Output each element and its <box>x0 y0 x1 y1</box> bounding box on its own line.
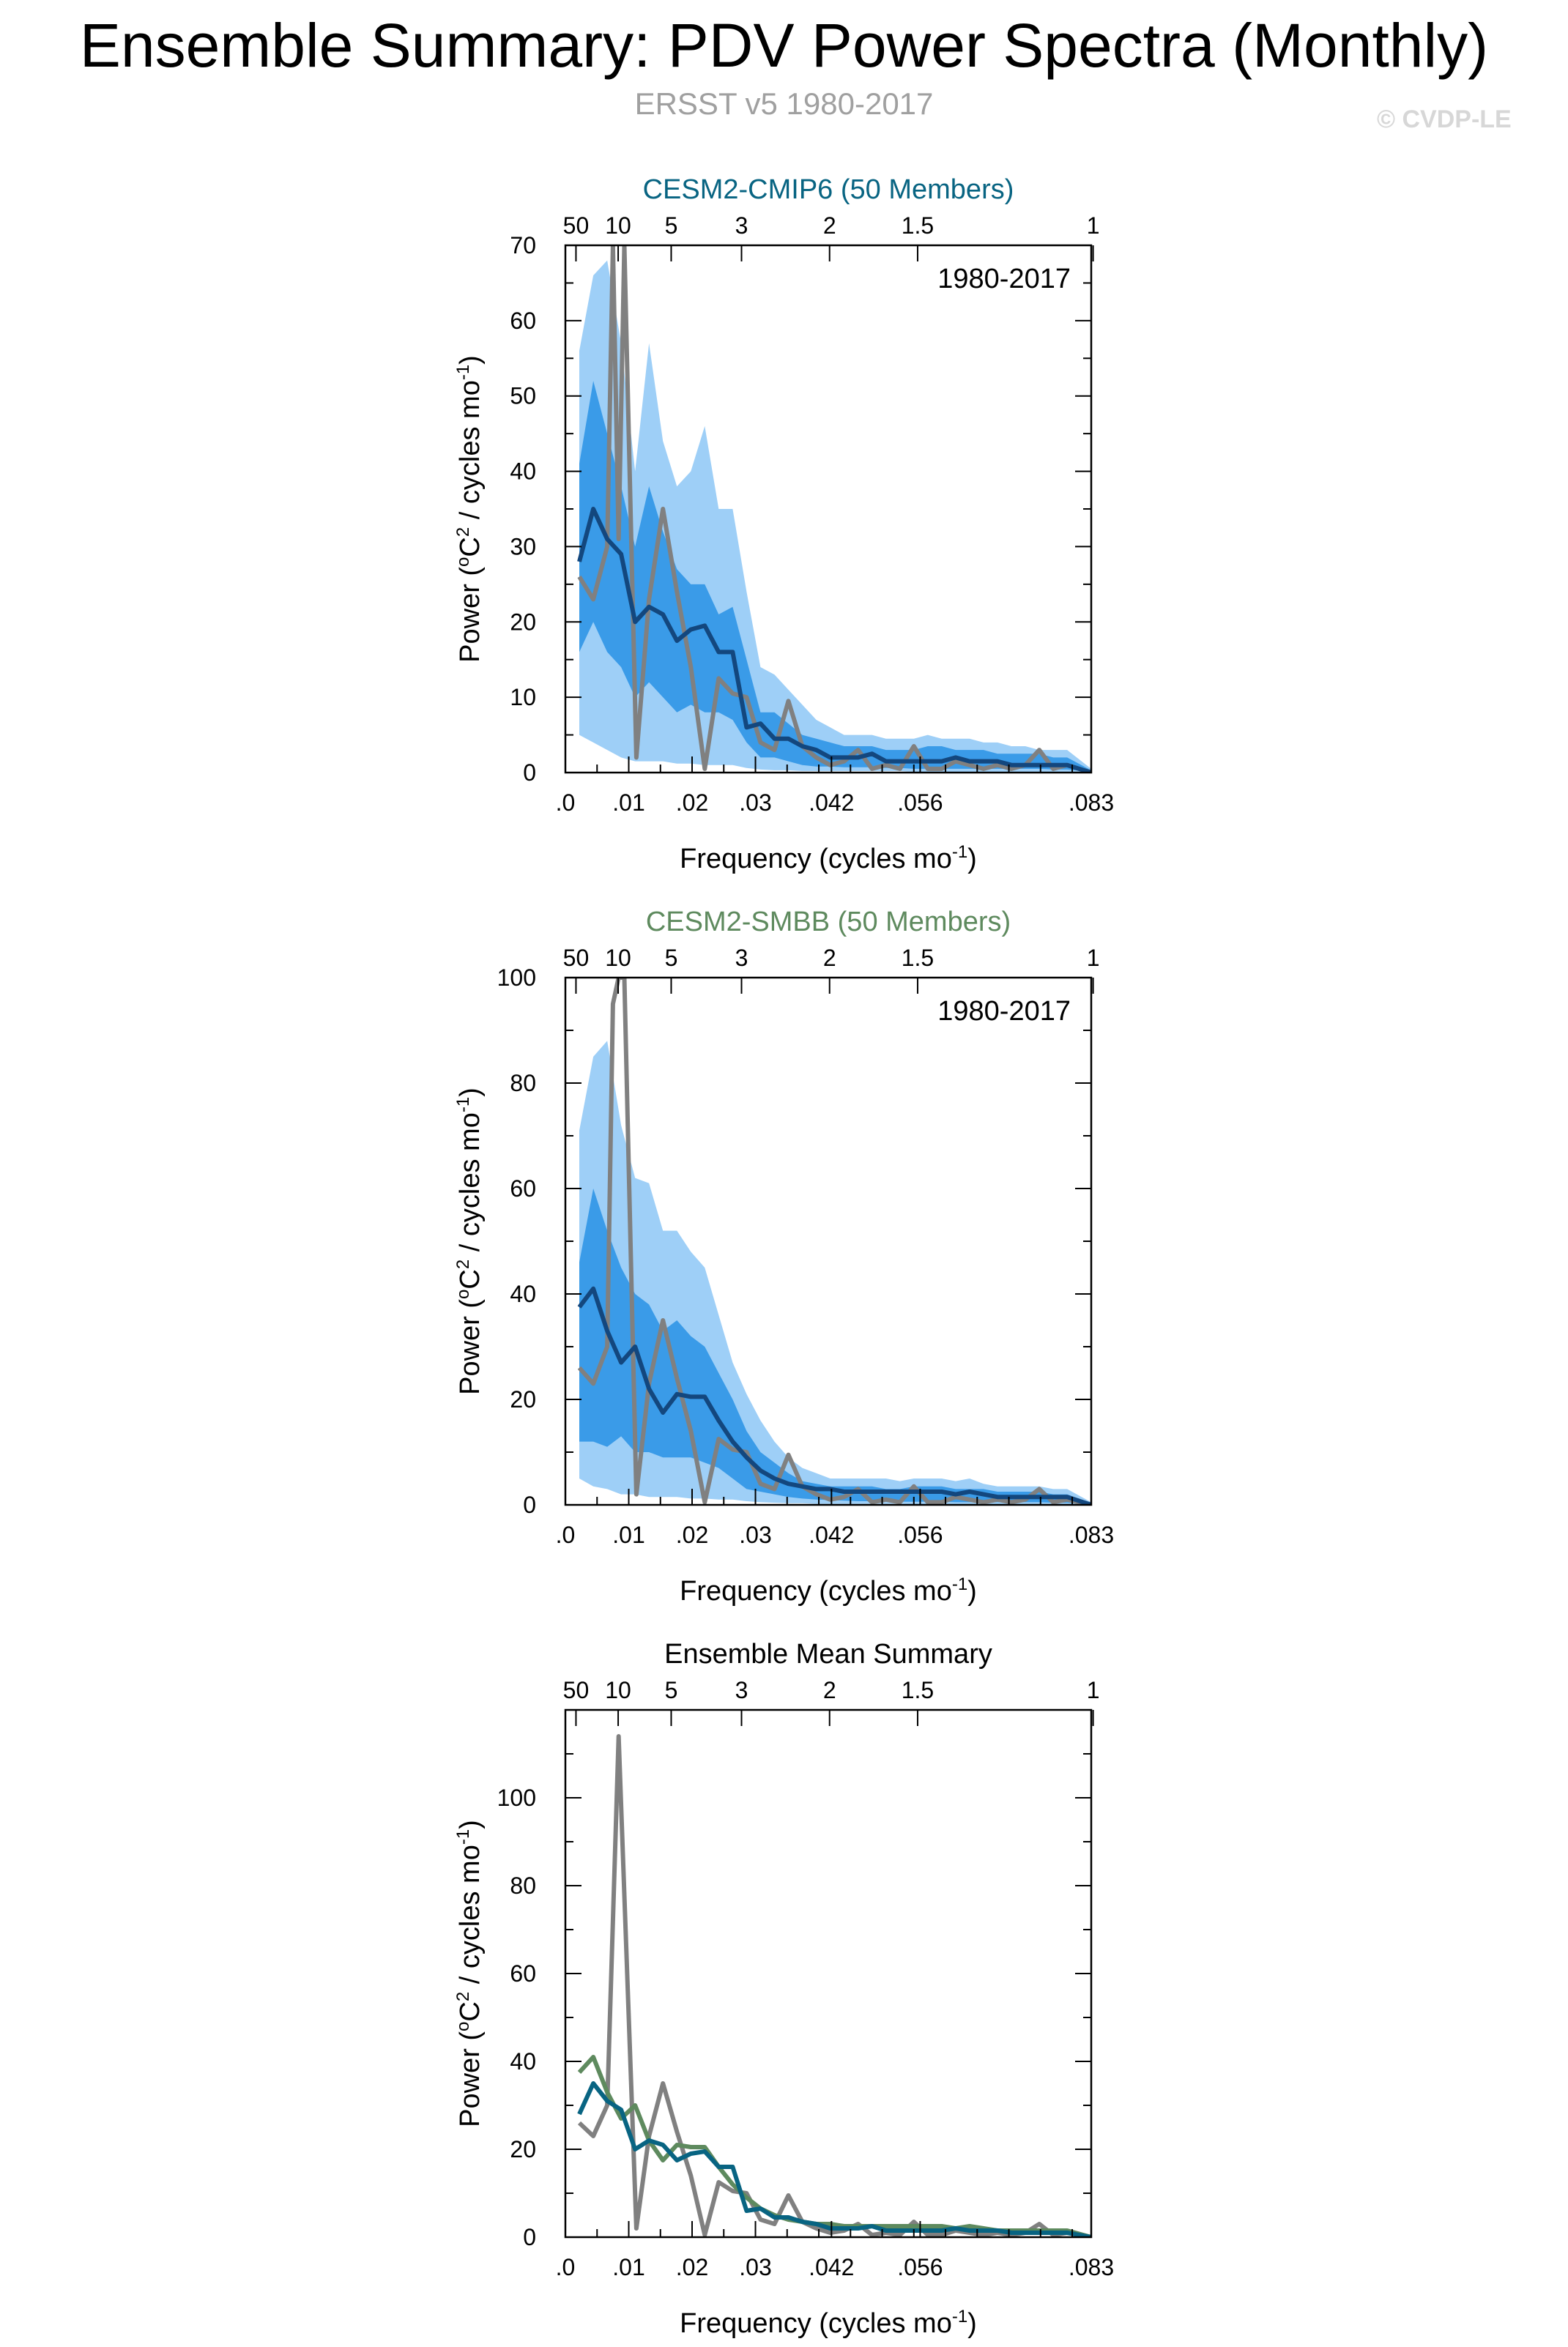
y-tick-label: 80 <box>510 1872 536 1899</box>
y-tick-label: 20 <box>510 1386 536 1413</box>
y-tick-label: 0 <box>523 759 536 786</box>
chart-panel-1: 0 10 20 30 40 50 60 70 .0 .01 .02 .03 .042 .056 .083 50… <box>453 174 1114 874</box>
x-tick-label: .01 <box>612 2254 644 2280</box>
y-tick-label: 100 <box>497 964 536 991</box>
x-tick-label: .01 <box>612 789 644 816</box>
plot-area <box>577 978 1091 1505</box>
x-tick-label: .042 <box>809 2254 854 2280</box>
y-tick-label: 40 <box>510 2048 536 2075</box>
y-tick-label: 0 <box>523 1492 536 1518</box>
x-tick-label: .0 <box>556 2254 576 2280</box>
x-tick-label: .083 <box>1069 789 1114 816</box>
period-tick-label: 5 <box>665 945 678 971</box>
x-axis-label: Frequency (cycles mo-1) <box>680 842 977 874</box>
period-label: 1980-2017 <box>937 996 1071 1027</box>
band-25-75 <box>579 381 1091 772</box>
y-tick-label: 40 <box>510 1281 536 1307</box>
period-tick-label: 10 <box>605 212 631 239</box>
x-tick-label: .083 <box>1069 1522 1114 1548</box>
x-tick-label: .02 <box>676 2254 708 2280</box>
y-tick-label: 0 <box>523 2224 536 2250</box>
chart-panel-2: 0 20 40 60 80 100 .0 .01 .02 .03 .042 .056 .083 50 10 5… <box>453 907 1114 1607</box>
cmip6-mean-line <box>577 2081 1091 2237</box>
x-tick-label: .03 <box>739 789 771 816</box>
period-tick-label: 5 <box>665 212 678 239</box>
band-25-75 <box>579 1189 1091 1505</box>
x-tick-label: .042 <box>809 1522 854 1548</box>
obs-line <box>577 978 1091 1505</box>
plot-area <box>577 245 1091 773</box>
period-tick-label: 2 <box>823 945 836 971</box>
x-tick-label: .01 <box>612 1522 644 1548</box>
period-tick-label: 1 <box>1087 1677 1100 1703</box>
period-tick-label: 10 <box>605 1677 631 1703</box>
period-tick-label: 1 <box>1087 945 1100 971</box>
period-label: 1980-2017 <box>937 264 1071 294</box>
x-tick-label: .02 <box>676 789 708 816</box>
y-axis-label: Power (oC2 / cycles mo-1) <box>453 355 486 663</box>
period-tick-label: 5 <box>665 1677 678 1703</box>
chart-title: CESM2-CMIP6 (50 Members) <box>643 174 1014 205</box>
chart-title: CESM2-SMBB (50 Members) <box>646 907 1011 937</box>
period-tick-label: 2 <box>823 212 836 239</box>
period-tick-label: 2 <box>823 1677 836 1703</box>
ensemble-mean-line <box>577 1286 1091 1505</box>
y-tick-label: 20 <box>510 609 536 635</box>
x-tick-label: .056 <box>897 789 943 816</box>
period-tick-label: 10 <box>605 945 631 971</box>
y-tick-label: 40 <box>510 458 536 485</box>
x-tick-label: .083 <box>1069 2254 1114 2280</box>
ensemble-mean-line <box>577 507 1091 773</box>
y-tick-label: 70 <box>510 232 536 258</box>
x-axis-label: Frequency (cycles mo-1) <box>680 1574 977 1607</box>
obs-line <box>577 245 1091 773</box>
x-tick-label: .03 <box>739 1522 771 1548</box>
period-tick-label: 1.5 <box>902 212 934 239</box>
y-tick-label: 80 <box>510 1070 536 1096</box>
y-tick-label: 50 <box>510 383 536 409</box>
period-tick-label: 1 <box>1087 212 1100 239</box>
x-tick-label: .0 <box>556 1522 576 1548</box>
smbb-mean-line <box>577 2055 1091 2237</box>
credit-watermark: © CVDP-LE <box>1377 105 1512 133</box>
y-tick-label: 60 <box>510 308 536 334</box>
y-tick-label: 30 <box>510 533 536 559</box>
y-tick-label: 100 <box>497 1785 536 1811</box>
period-tick-label: 50 <box>563 945 590 971</box>
period-tick-label: 1.5 <box>902 1677 934 1703</box>
chart-panel-3: 0 20 40 60 80 100 .0 .01 .02 .03 .042 .056 .083 50 10 5… <box>453 1639 1114 2339</box>
chart-title: Ensemble Mean Summary <box>664 1639 992 1670</box>
y-tick-label: 60 <box>510 1175 536 1202</box>
y-tick-label: 60 <box>510 1960 536 1987</box>
x-tick-label: .056 <box>897 2254 943 2280</box>
period-tick-label: 3 <box>735 212 748 239</box>
y-axis-label: Power (oC2 / cycles mo-1) <box>453 1820 486 2127</box>
period-tick-label: 50 <box>563 1677 590 1703</box>
obs-line <box>577 1734 1091 2237</box>
period-tick-label: 1.5 <box>902 945 934 971</box>
y-axis-label: Power (oC2 / cycles mo-1) <box>453 1087 486 1395</box>
y-tick-label: 20 <box>510 2136 536 2162</box>
x-tick-label: .042 <box>809 789 854 816</box>
period-tick-label: 3 <box>735 945 748 971</box>
plot-area <box>577 1734 1091 2237</box>
y-tick-label: 10 <box>510 684 536 710</box>
period-tick-label: 50 <box>563 212 590 239</box>
x-tick-label: .03 <box>739 2254 771 2280</box>
page-subtitle: ERSST v5 1980-2017 <box>634 86 934 121</box>
period-tick-label: 3 <box>735 1677 748 1703</box>
x-tick-label: .056 <box>897 1522 943 1548</box>
x-tick-label: .02 <box>676 1522 708 1548</box>
page-title: Ensemble Summary: PDV Power Spectra (Mon… <box>79 11 1489 80</box>
x-axis-label: Frequency (cycles mo-1) <box>680 2307 977 2339</box>
x-tick-label: .0 <box>556 789 576 816</box>
